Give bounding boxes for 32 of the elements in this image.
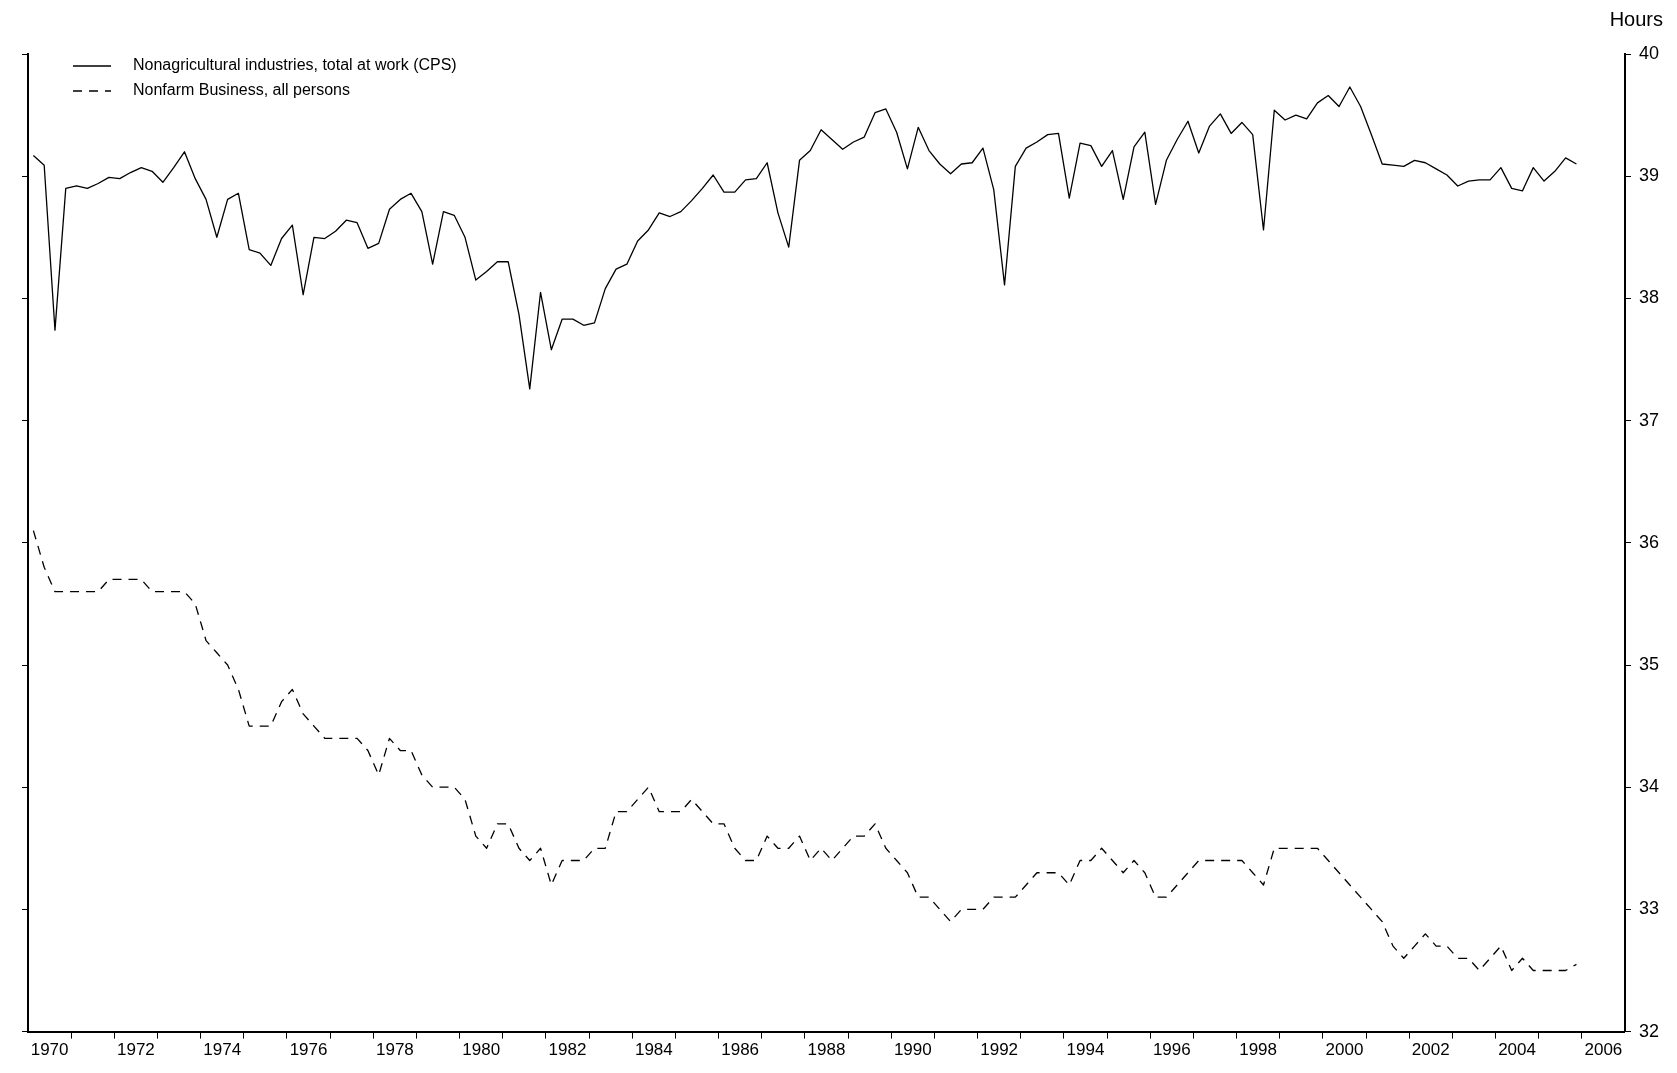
x-tick-label: 1970: [30, 1040, 69, 1060]
x-tick-label: 2004: [1498, 1040, 1536, 1060]
y-tick-label: 37: [1638, 409, 1660, 430]
x-tick-label: 2002: [1411, 1040, 1450, 1060]
y-tick-label: 35: [1638, 653, 1660, 674]
y-axis-title: Hours: [1609, 7, 1663, 30]
x-tick-label: 1986: [721, 1040, 760, 1060]
x-tick-label: 1990: [893, 1040, 932, 1060]
y-tick-label: 39: [1638, 165, 1660, 186]
x-tick-label: 1988: [807, 1040, 846, 1060]
x-tick-label: 1994: [1066, 1040, 1105, 1060]
x-tick-label: 1976: [289, 1040, 328, 1060]
legend-label: Nonfarm Business, all persons: [133, 81, 350, 99]
y-tick-label: 32: [1638, 1020, 1660, 1041]
y-tick-label: 33: [1638, 898, 1660, 919]
y-tick-label: 36: [1638, 531, 1660, 552]
y-tick-label: 40: [1638, 42, 1660, 63]
x-tick-label: 2000: [1325, 1040, 1364, 1060]
x-tick-label: 1992: [980, 1040, 1019, 1060]
x-tick-label: 1972: [116, 1040, 155, 1060]
x-tick-label: 2006: [1584, 1040, 1623, 1060]
line-series: [32, 529, 1578, 972]
legend-label: Nonagricultural industries, total at work (CPS): [133, 56, 457, 74]
x-tick-label: 1984: [634, 1040, 673, 1060]
x-tick-label: 1998: [1239, 1040, 1278, 1060]
y-tick-label: 38: [1638, 287, 1660, 308]
x-tick-label: 1982: [548, 1040, 587, 1060]
x-tick-label: 1974: [203, 1040, 242, 1060]
y-tick-label: 34: [1638, 776, 1660, 797]
x-tick-label: 1996: [1152, 1040, 1191, 1060]
x-tick-label: 1978: [375, 1040, 414, 1060]
x-tick-label: 1980: [462, 1040, 501, 1060]
